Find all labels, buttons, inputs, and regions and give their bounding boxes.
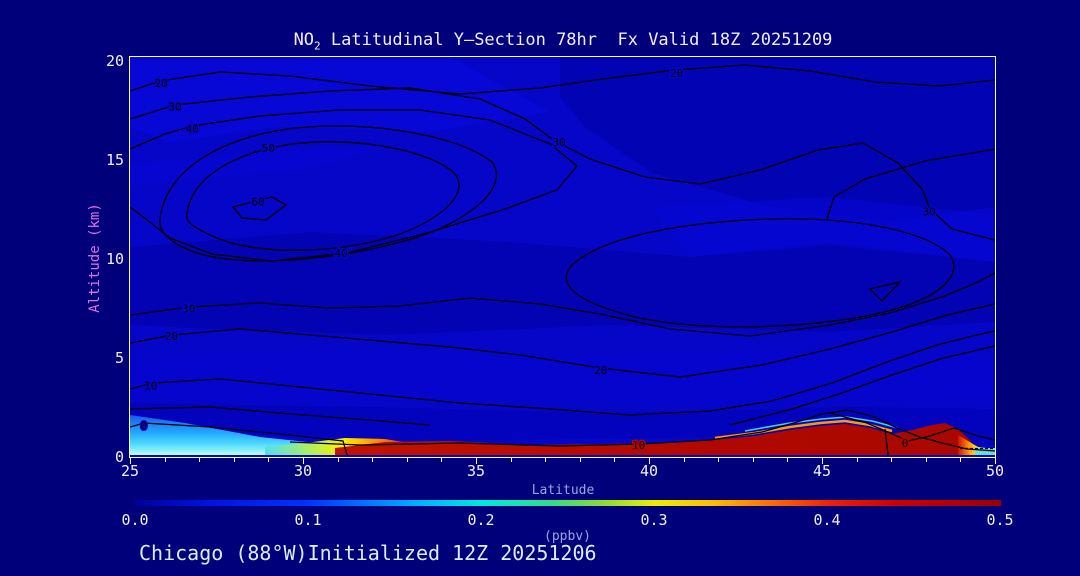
y-tick-5: 5 bbox=[114, 349, 124, 367]
y-tick-15: 15 bbox=[105, 151, 124, 169]
plot-area: 20 20 30 30 30 40 40 50 60 30 20 20 10 10 0 0 bbox=[129, 56, 996, 458]
title-prefix: NO bbox=[293, 30, 315, 50]
contour-label-40: 40 bbox=[334, 247, 347, 260]
x-tick-30: 30 bbox=[293, 462, 313, 480]
minor-tick bbox=[856, 458, 858, 462]
x-tick-25: 25 bbox=[120, 462, 140, 480]
minor-tick bbox=[164, 458, 166, 462]
title-subscript: 2 bbox=[314, 39, 321, 53]
y-tick-10: 10 bbox=[105, 250, 124, 268]
minor-tick bbox=[337, 458, 339, 462]
minor-tick bbox=[268, 458, 270, 462]
colorbar-tick-0.1: 0.1 bbox=[294, 511, 322, 529]
major-tick bbox=[649, 458, 650, 464]
minor-tick bbox=[787, 458, 789, 462]
minor-tick bbox=[925, 458, 927, 462]
major-tick bbox=[130, 458, 131, 464]
contour-label-10: 10 bbox=[632, 439, 645, 452]
init-info-text: Chicago (88°W)Initialized 12Z 20251206 bbox=[139, 541, 597, 565]
colorbar-tick-0.2: 0.2 bbox=[467, 511, 495, 529]
minor-tick bbox=[891, 458, 893, 462]
minor-tick bbox=[233, 458, 235, 462]
contour-lines bbox=[130, 64, 995, 456]
minor-tick bbox=[752, 458, 754, 462]
contour-label-20: 20 bbox=[594, 364, 607, 377]
x-tick-40: 40 bbox=[639, 462, 659, 480]
chart-title: NO2 Latitudinal Y—Section 78hr Fx Valid … bbox=[130, 30, 996, 52]
title-rest: Latitudinal Y—Section 78hr Fx Valid 18Z … bbox=[320, 30, 833, 50]
x-tick-35: 35 bbox=[466, 462, 486, 480]
minor-tick bbox=[510, 458, 512, 462]
y-tick-0: 0 bbox=[114, 448, 124, 466]
minor-tick bbox=[406, 458, 408, 462]
minor-tick bbox=[718, 458, 720, 462]
minor-tick bbox=[683, 458, 685, 462]
contour-label-20: 20 bbox=[165, 330, 178, 343]
contour-label-20: 20 bbox=[670, 67, 683, 80]
major-tick bbox=[476, 458, 477, 464]
contour-label-30: 30 bbox=[168, 101, 181, 114]
colorbar-tick-0.3: 0.3 bbox=[640, 511, 668, 529]
colorbar-tick-0.0: 0.0 bbox=[121, 511, 149, 529]
minor-tick bbox=[960, 458, 962, 462]
minor-tick bbox=[545, 458, 547, 462]
major-tick bbox=[995, 458, 996, 464]
contour-label-50: 50 bbox=[262, 142, 275, 155]
contour-label-0: 0 bbox=[140, 419, 147, 432]
colorbar-tick-0.5: 0.5 bbox=[986, 511, 1014, 529]
minor-tick bbox=[199, 458, 201, 462]
minor-tick bbox=[614, 458, 616, 462]
major-tick bbox=[822, 458, 823, 464]
major-tick bbox=[303, 458, 304, 464]
x-axis-label: Latitude bbox=[531, 483, 595, 498]
contour-label-0: 0 bbox=[902, 437, 909, 450]
x-axis-tick-marks bbox=[0, 458, 1080, 466]
contour-label-30: 30 bbox=[923, 206, 936, 219]
contour-label-60: 60 bbox=[251, 196, 264, 209]
contour-label-40: 40 bbox=[186, 122, 199, 135]
contour-label-30: 30 bbox=[182, 303, 195, 316]
contour-label-30: 30 bbox=[552, 136, 565, 149]
colorbar bbox=[135, 500, 1001, 506]
colorbar-units-label: (ppbv) bbox=[544, 529, 591, 544]
x-tick-45: 45 bbox=[812, 462, 832, 480]
minor-tick bbox=[579, 458, 581, 462]
contour-label-10: 10 bbox=[144, 380, 157, 393]
minor-tick bbox=[441, 458, 443, 462]
x-tick-50: 50 bbox=[985, 462, 1005, 480]
contour-label-20: 20 bbox=[154, 77, 167, 90]
colorbar-tick-0.4: 0.4 bbox=[813, 511, 841, 529]
y-tick-20: 20 bbox=[105, 52, 124, 70]
minor-tick bbox=[372, 458, 374, 462]
